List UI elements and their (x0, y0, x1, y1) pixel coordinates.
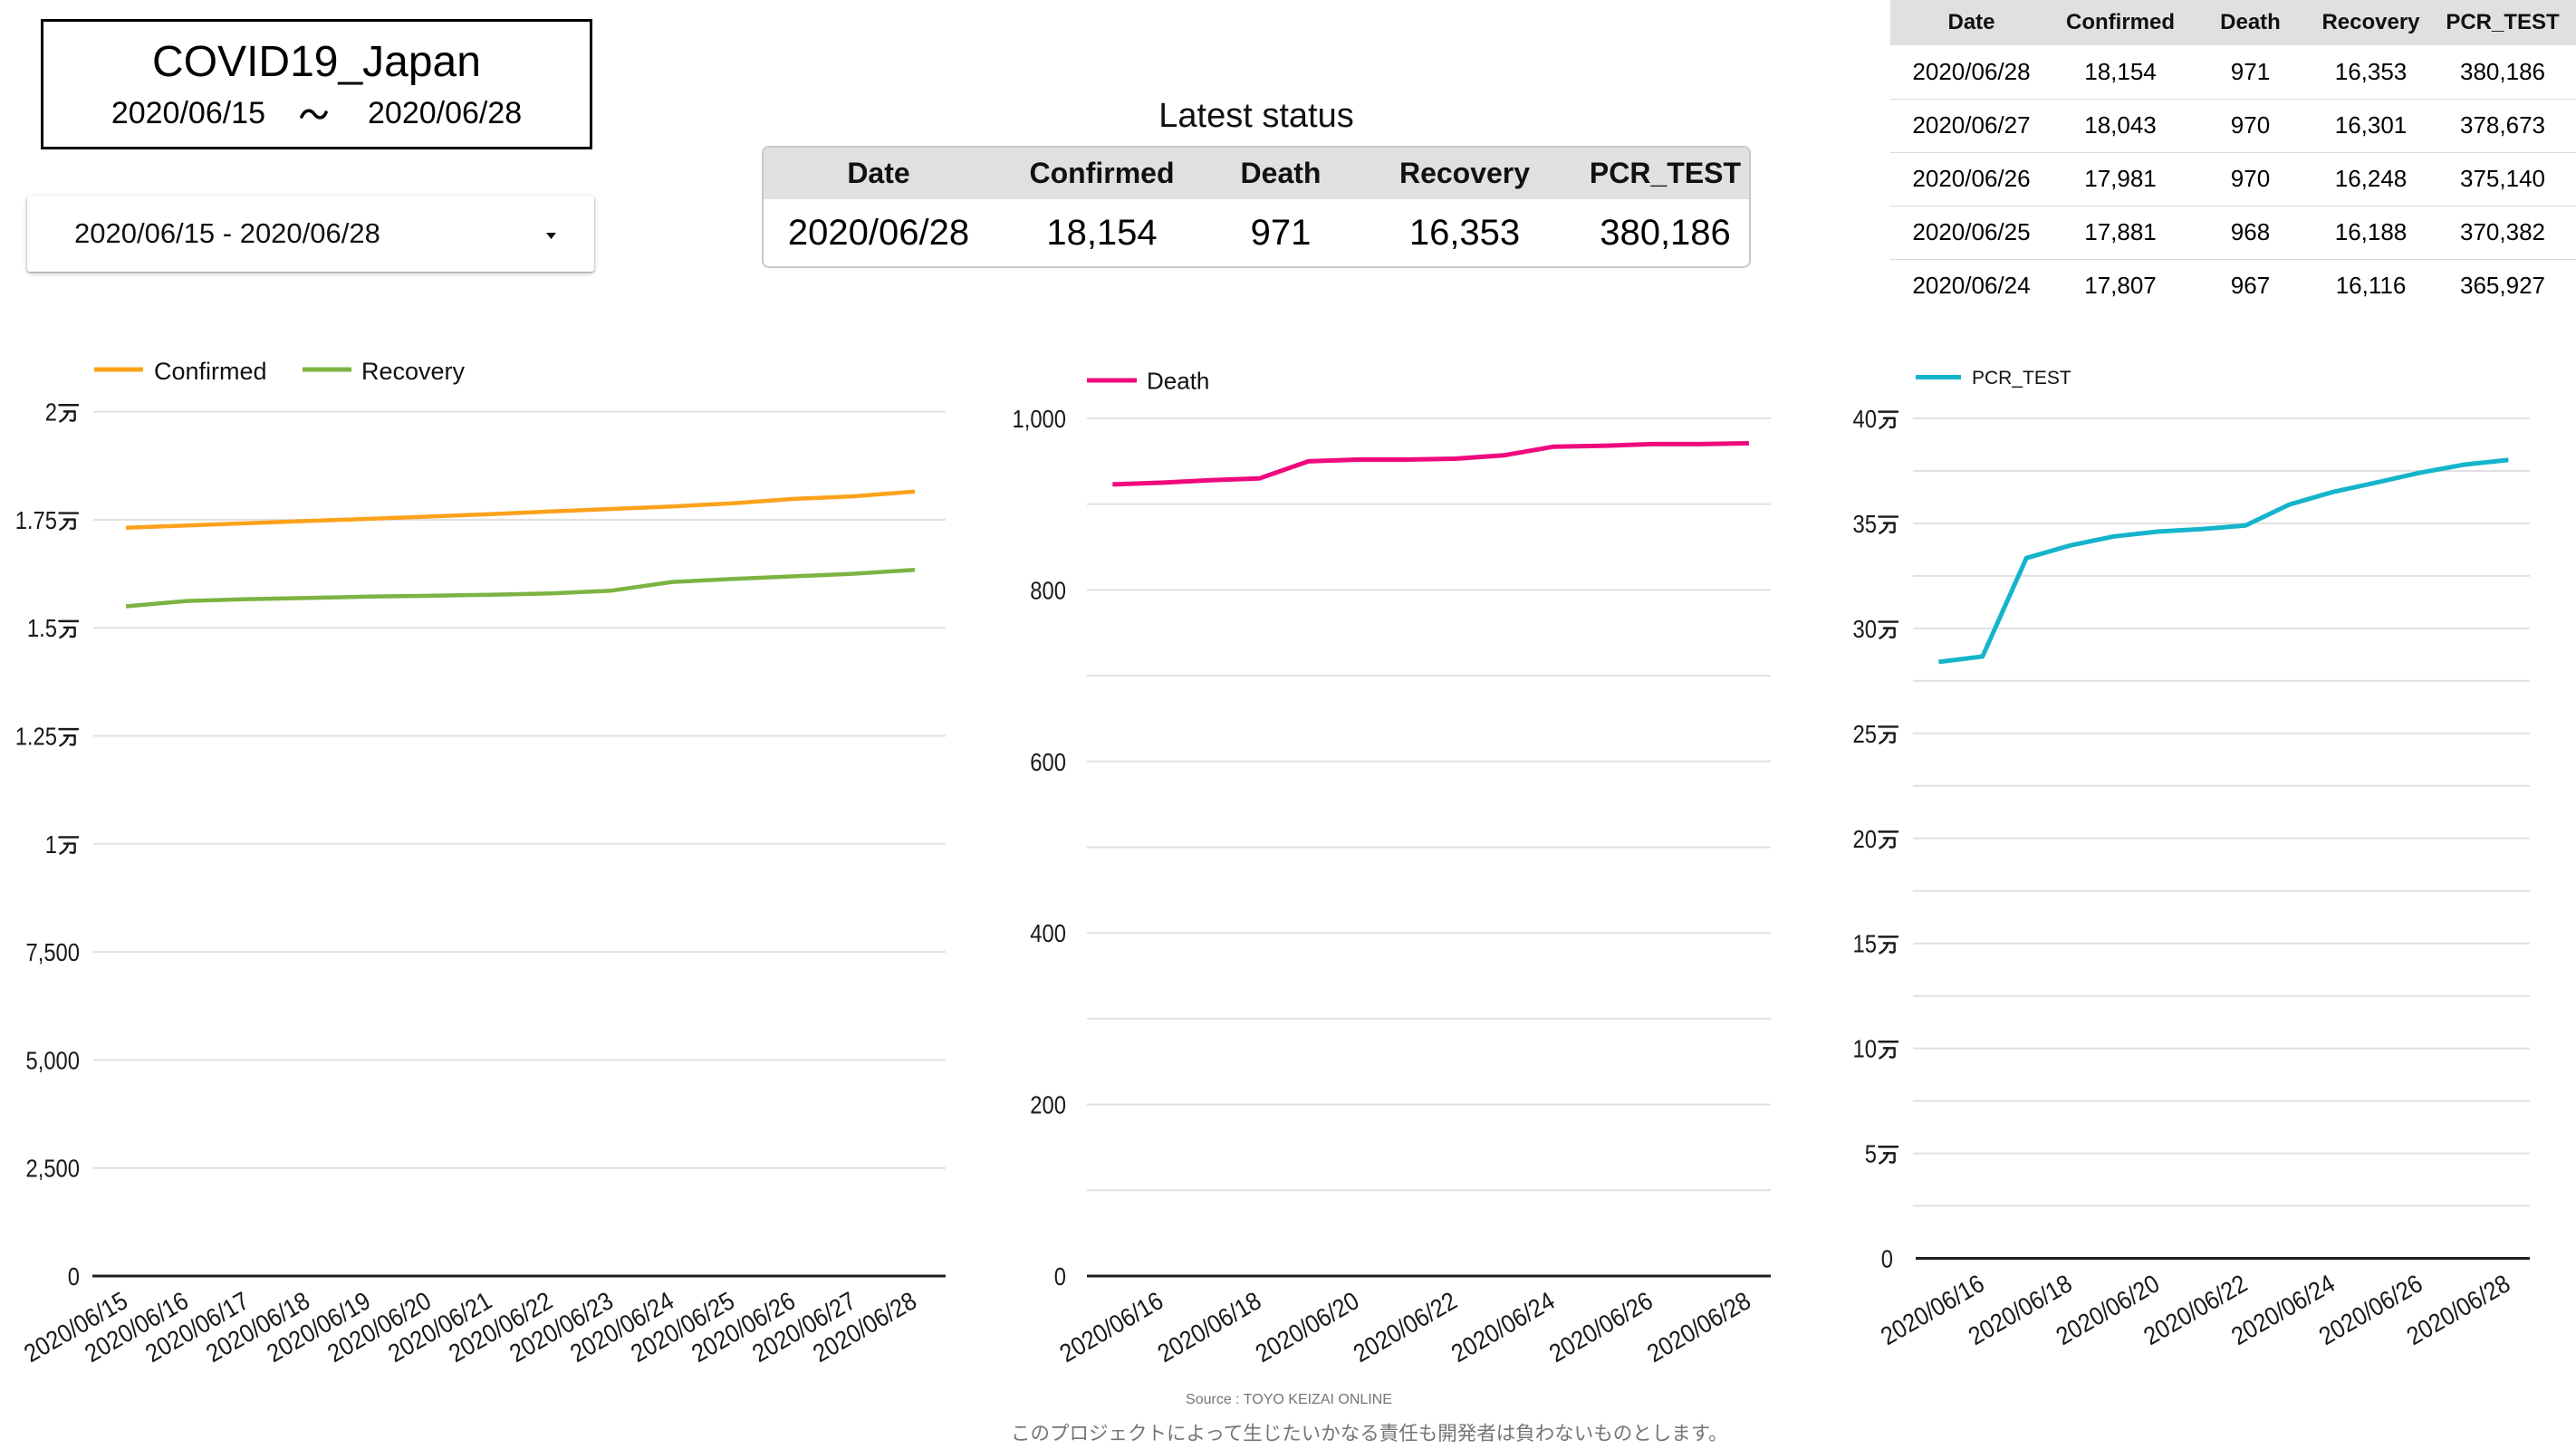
svg-text:Confirmed: Confirmed (154, 358, 267, 385)
svg-text:35: 35 (1853, 510, 1878, 538)
svg-text:1,000: 1,000 (1013, 405, 1067, 433)
svg-text:1.25: 1.25 (15, 723, 57, 751)
svg-text:800: 800 (1030, 576, 1066, 604)
svg-text:1.5: 1.5 (27, 614, 57, 642)
svg-text:2020/06/28: 2020/06/28 (1642, 1286, 1755, 1367)
svg-text:2020/06/22: 2020/06/22 (1349, 1286, 1462, 1367)
svg-text:7,500: 7,500 (26, 938, 81, 966)
svg-text:400: 400 (1030, 919, 1066, 947)
svg-text:2020/06/16: 2020/06/16 (1055, 1286, 1168, 1367)
svg-text:20: 20 (1853, 825, 1878, 853)
svg-text:30: 30 (1853, 615, 1878, 643)
svg-text:600: 600 (1030, 748, 1066, 776)
svg-text:10: 10 (1853, 1035, 1878, 1063)
svg-text:2020/06/18: 2020/06/18 (1153, 1286, 1266, 1367)
svg-text:40: 40 (1853, 405, 1878, 433)
svg-text:2020/06/20: 2020/06/20 (1251, 1286, 1364, 1367)
svg-text:1: 1 (45, 830, 57, 859)
svg-text:15: 15 (1853, 930, 1878, 958)
svg-text:Death: Death (1147, 368, 1209, 395)
svg-text:2020/06/24: 2020/06/24 (1447, 1286, 1560, 1367)
svg-text:200: 200 (1030, 1091, 1066, 1119)
svg-text:5,000: 5,000 (26, 1046, 81, 1074)
svg-text:Recovery: Recovery (361, 358, 466, 385)
svg-text:2,500: 2,500 (26, 1155, 81, 1183)
svg-text:0: 0 (1881, 1245, 1893, 1273)
svg-text:0: 0 (68, 1262, 80, 1291)
svg-text:2: 2 (45, 398, 57, 427)
svg-text:25: 25 (1853, 720, 1878, 748)
svg-text:PCR_TEST: PCR_TEST (1972, 368, 2071, 389)
svg-text:2020/06/26: 2020/06/26 (1544, 1286, 1658, 1367)
svg-text:0: 0 (1054, 1262, 1066, 1291)
svg-text:5: 5 (1865, 1140, 1877, 1168)
svg-text:1.75: 1.75 (15, 506, 57, 534)
